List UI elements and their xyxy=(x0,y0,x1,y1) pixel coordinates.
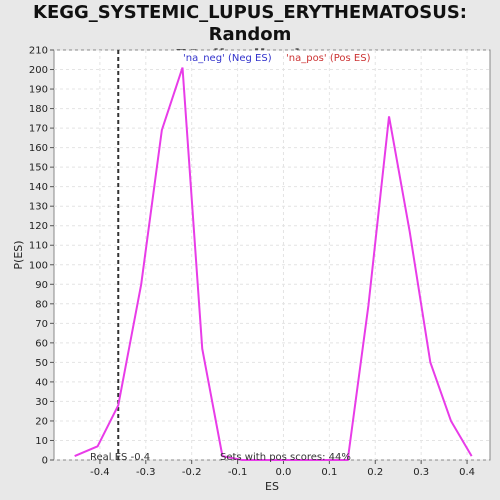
x-tick-label: 0.2 xyxy=(367,467,383,478)
x-tick-label: 0.1 xyxy=(321,467,337,478)
y-tick-label: 80 xyxy=(35,299,48,310)
x-tick-label: 0.0 xyxy=(276,467,292,478)
legend-neg-es: 'na_neg' (Neg ES) xyxy=(183,53,272,64)
x-tick-label: -0.4 xyxy=(90,467,110,478)
y-tick-label: 30 xyxy=(35,397,48,408)
x-axis: -0.4 -0.3 -0.2 -0.1 0.0 0.1 0.2 0.3 0.4 xyxy=(90,460,475,478)
pos-scores-annotation: Sets with pos scores: 44% xyxy=(220,452,351,463)
x-tick-label: -0.1 xyxy=(228,467,248,478)
y-tick-label: 150 xyxy=(29,163,48,174)
y-tick-label: 130 xyxy=(29,202,48,213)
x-tick-label: 0.3 xyxy=(413,467,429,478)
y-tick-label: 70 xyxy=(35,319,48,330)
y-tick-label: 0 xyxy=(42,456,48,467)
y-tick-label: 160 xyxy=(29,143,48,154)
x-tick-label: 0.4 xyxy=(459,467,475,478)
y-tick-label: 10 xyxy=(35,436,48,447)
real-es-label: Real ES -0.4 xyxy=(90,452,150,463)
y-tick-label: 180 xyxy=(29,104,48,115)
y-tick-label: 50 xyxy=(35,358,48,369)
y-tick-label: 40 xyxy=(35,377,48,388)
es-distribution-line xyxy=(74,67,473,461)
y-tick-label: 60 xyxy=(35,338,48,349)
y-axis: 0 10 20 30 40 50 60 70 80 90 100 110 120 130 140 150 160… xyxy=(29,46,54,467)
chart-title-line1: KEGG_SYSTEMIC_LUPUS_ERYTHEMATOSUS: Rando… xyxy=(33,2,467,45)
y-tick-label: 210 xyxy=(29,46,48,57)
legend-pos-es: 'na_pos' (Pos ES) xyxy=(286,53,371,64)
plot-area xyxy=(53,49,491,461)
y-tick-label: 90 xyxy=(35,280,48,291)
y-tick-label: 100 xyxy=(29,260,48,271)
y-tick-label: 170 xyxy=(29,124,48,135)
y-tick-label: 20 xyxy=(35,416,48,427)
y-tick-label: 190 xyxy=(29,85,48,96)
y-tick-label: 110 xyxy=(29,241,48,252)
grid-lines xyxy=(54,49,490,461)
x-axis-label: ES xyxy=(265,480,279,493)
y-tick-label: 140 xyxy=(29,182,48,193)
y-tick-label: 200 xyxy=(29,65,48,76)
y-axis-label: P(ES) xyxy=(12,240,25,269)
x-tick-label: -0.3 xyxy=(136,467,156,478)
y-tick-label: 120 xyxy=(29,221,48,232)
x-tick-label: -0.2 xyxy=(182,467,202,478)
